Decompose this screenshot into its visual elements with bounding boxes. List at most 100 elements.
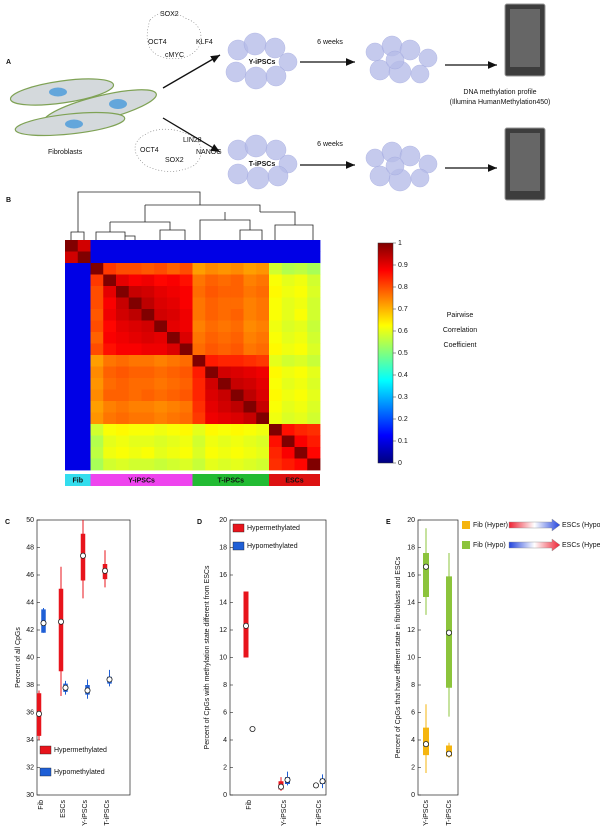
heatmap-cell [141, 297, 155, 310]
heatmap-cell [154, 401, 168, 413]
group-bar [90, 474, 193, 486]
heatmap-cell [90, 366, 104, 379]
heatmap-cell [307, 286, 321, 298]
heatmap-cell [103, 263, 117, 275]
heatmap-cell [179, 435, 193, 448]
heatmap-cell [294, 343, 308, 356]
heatmap-cell [243, 435, 257, 448]
heatmap-cell [269, 435, 283, 448]
heatmap-cell [65, 447, 79, 459]
heatmap-cell [77, 251, 91, 264]
heatmap-cell [205, 401, 219, 413]
heatmap-cell [307, 366, 321, 379]
heatmap-cell [205, 274, 219, 287]
median [102, 567, 109, 574]
heatmap-cell [128, 309, 142, 321]
heatmap-cell [141, 412, 155, 425]
heatmap-cell [116, 263, 130, 275]
heatmap-cell [65, 251, 79, 264]
heatmap-cell [281, 297, 295, 310]
heatmap-cell [269, 366, 283, 379]
heatmap-cell [218, 274, 232, 287]
heatmap-cell [269, 263, 283, 275]
y-axis-label: Percent of all CpGs [15, 627, 22, 688]
heatmap-cell [307, 458, 321, 471]
heatmap-cell [256, 240, 270, 252]
heatmap-cell [103, 355, 117, 367]
heatmap-cell [218, 412, 232, 425]
legend-label: Hypomethylated [54, 769, 105, 776]
heatmap-cell [256, 320, 270, 333]
heatmap-cell [116, 412, 130, 425]
heatmap-cell [167, 332, 181, 344]
heatmap-cell [65, 263, 79, 275]
heatmap-cell [269, 412, 283, 425]
heatmap-cell [192, 366, 206, 379]
heatmap-cell [141, 343, 155, 356]
heatmap-cell [90, 435, 104, 448]
heatmap-cell [243, 286, 257, 298]
group-label: Fib [73, 477, 84, 484]
heatmap-cell [192, 389, 206, 402]
heatmap-cell [77, 274, 91, 287]
heatmap-cell [90, 424, 104, 436]
heatmap-cell [167, 251, 181, 264]
heatmap-cell [141, 251, 155, 264]
heatmap-cell [269, 424, 283, 436]
heatmap-cell [77, 458, 91, 471]
heatmap-cell [179, 263, 193, 275]
heatmap-cell [65, 240, 79, 252]
panel-label: E [386, 519, 391, 526]
heatmap-cell [103, 343, 117, 356]
heatmap-cell [218, 355, 232, 367]
heatmap-cell [307, 389, 321, 402]
heatmap-cell [218, 343, 232, 356]
heatmap-cell [205, 320, 219, 333]
median [249, 726, 256, 733]
heatmap-cell [103, 274, 117, 287]
heatmap-cell [243, 378, 257, 390]
heatmap-cell [167, 435, 181, 448]
legend-label: Hypomethylated [247, 543, 298, 550]
colorbar-tick-label: 0.3 [398, 394, 408, 401]
heatmap-cell [167, 263, 181, 275]
heatmap-cell [128, 343, 142, 356]
heatmap-cell [269, 320, 283, 333]
median [84, 687, 91, 694]
heatmap-cell [218, 263, 232, 275]
heatmap-cell [154, 320, 168, 333]
heatmap-cell [218, 458, 232, 471]
heatmap-cell [103, 435, 117, 448]
heatmap-cell [269, 378, 283, 390]
heatmap-cell [256, 412, 270, 425]
heatmap-cell [154, 355, 168, 367]
heatmap-cell [154, 263, 168, 275]
heatmap-cell [307, 320, 321, 333]
group-bar [65, 474, 91, 486]
heatmap-cell [307, 240, 321, 252]
heatmap-cell [243, 447, 257, 459]
heatmap-cell [294, 458, 308, 471]
heatmap-cell [294, 274, 308, 287]
factor-label: LIN28 [183, 137, 202, 144]
heatmap-cell [205, 389, 219, 402]
heatmap-cell [128, 412, 142, 425]
heatmap-cell [116, 435, 130, 448]
heatmap-cell [294, 355, 308, 367]
heatmap-cell [281, 435, 295, 448]
legend-swatch [39, 767, 52, 777]
heatmap-cell [269, 251, 283, 264]
heatmap-cell [116, 389, 130, 402]
heatmap-cell [90, 343, 104, 356]
heatmap-cell [128, 447, 142, 459]
heatmap-cell [77, 343, 91, 356]
heatmap-cell [128, 424, 142, 436]
y-tick-label: 36 [26, 709, 34, 716]
colorbar-tick-label: 1 [398, 240, 402, 247]
heatmap-cell [154, 343, 168, 356]
heatmap-cell [116, 343, 130, 356]
heatmap-cell [77, 240, 91, 252]
heatmap-cell [179, 378, 193, 390]
methylation-chips [504, 3, 546, 201]
